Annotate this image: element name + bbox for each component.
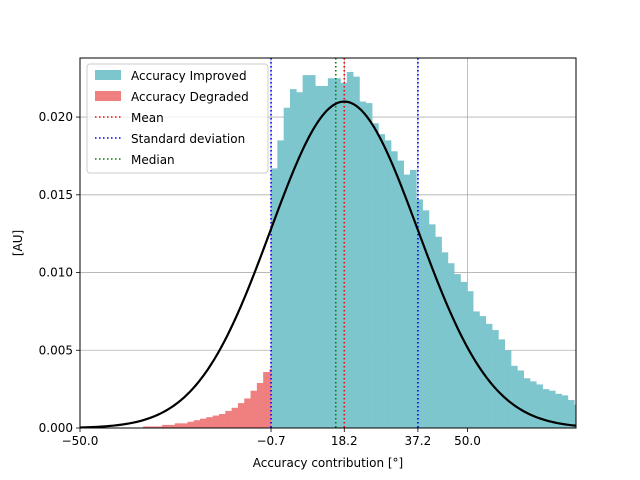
improved-bar	[460, 281, 468, 428]
degraded-bar	[193, 420, 201, 428]
improved-bar	[416, 199, 423, 428]
degraded-bar	[168, 424, 176, 428]
degraded-bar	[181, 423, 188, 428]
x-tick-label: −50.0	[62, 434, 99, 448]
improved-bar	[498, 339, 506, 428]
degraded-bar	[231, 407, 239, 428]
improved-bar	[315, 85, 322, 429]
legend-box	[86, 63, 269, 174]
legend: Accuracy Improved Accuracy Degraded Mean…	[86, 63, 269, 174]
improved-bar	[283, 107, 291, 429]
axes-frame	[79, 57, 577, 429]
stat-lines	[270, 58, 419, 428]
improved-bar	[435, 236, 442, 428]
improved-bar	[511, 365, 518, 428]
x-axis-ticks: −50.0 −0.7 18.2 37.2 50.0	[62, 428, 481, 448]
improved-bar	[296, 92, 303, 428]
improved-bar	[536, 384, 543, 428]
legend-label-improved: Accuracy Improved	[131, 69, 247, 83]
improved-bar	[334, 78, 341, 428]
degraded-bar	[256, 382, 264, 428]
improved-bar	[530, 381, 537, 428]
degraded-bar	[218, 414, 226, 428]
x-tick-label: 37.2	[405, 434, 432, 448]
improved-bar	[321, 85, 329, 429]
legend-label-std: Standard deviation	[131, 132, 245, 146]
improved-bar	[574, 404, 577, 428]
improved-bar	[422, 210, 430, 428]
x-tick-label: −0.7	[256, 434, 285, 448]
legend-label-mean: Mean	[131, 111, 164, 125]
improved-bar	[441, 252, 449, 428]
improved-bar	[365, 103, 373, 428]
improved-bar	[447, 263, 455, 428]
y-tick-label: 0.000	[39, 421, 73, 435]
improved-bar	[271, 168, 278, 428]
improved-bar	[523, 378, 531, 428]
degraded-bar	[162, 424, 169, 428]
improved-bar	[561, 395, 569, 428]
improved-bar	[289, 89, 297, 428]
y-tick-label: 0.015	[39, 188, 73, 202]
legend-swatch-improved	[95, 70, 121, 80]
y-tick-label: 0.005	[39, 343, 73, 357]
improved-bar	[353, 76, 360, 429]
degraded-bar	[149, 426, 157, 428]
y-tick-label: 0.020	[39, 110, 73, 124]
improved-bar	[397, 160, 404, 428]
improved-bar	[384, 140, 392, 428]
improved-bar	[466, 291, 474, 428]
y-axis-ticks: 0.000 0.005 0.010 0.015 0.020	[39, 110, 80, 435]
improved-bar	[504, 350, 512, 428]
improved-bar	[391, 151, 398, 428]
improved-bar	[428, 224, 436, 428]
degraded-bar	[250, 390, 258, 428]
improved-bar	[492, 330, 499, 428]
improved-bar	[308, 75, 316, 429]
legend-swatch-degraded	[95, 91, 121, 101]
improved-bar	[473, 311, 480, 428]
improved-bar	[555, 393, 562, 428]
degraded-bar	[143, 426, 150, 428]
degraded-bar	[212, 415, 220, 428]
degraded-bar	[187, 421, 194, 428]
degraded-bar	[225, 410, 232, 428]
improved-bar	[378, 134, 386, 429]
improved-bar	[409, 169, 417, 428]
degraded-bar	[200, 418, 207, 428]
improved-bar	[372, 123, 379, 428]
improved-bars	[271, 71, 577, 429]
y-tick-label: 0.010	[39, 266, 73, 280]
improved-bar	[327, 78, 335, 428]
degraded-bar	[237, 403, 245, 428]
improved-bar	[403, 174, 411, 428]
improved-bar	[542, 389, 550, 428]
improved-bar	[302, 75, 310, 429]
degraded-bar	[155, 426, 163, 428]
degraded-bar	[244, 398, 251, 428]
degraded-bar	[206, 417, 213, 428]
improved-bar	[485, 323, 493, 428]
improved-bar	[346, 71, 354, 428]
x-tick-label: 18.2	[331, 434, 358, 448]
x-axis-label: Accuracy contribution [°]	[253, 456, 404, 470]
improved-bar	[359, 101, 367, 428]
improved-bar	[567, 400, 575, 428]
degraded-bar	[174, 423, 182, 428]
improved-bar	[277, 140, 284, 428]
y-axis-label: [AU]	[11, 230, 25, 256]
degraded-bar	[263, 372, 270, 428]
improved-bar	[517, 370, 524, 428]
fitted-normal-curve	[79, 100, 577, 429]
improved-bar	[548, 390, 556, 428]
improved-bar	[454, 274, 461, 428]
x-tick-label: 50.0	[454, 434, 481, 448]
legend-label-degraded: Accuracy Degraded	[131, 90, 249, 104]
legend-label-median: Median	[131, 153, 175, 167]
